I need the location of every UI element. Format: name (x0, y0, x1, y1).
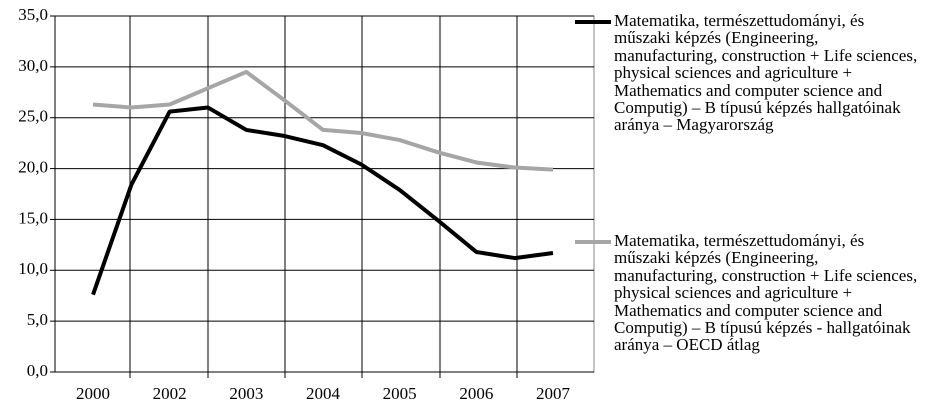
x-tick-label: 2004 (306, 384, 341, 403)
plot-frame (54, 15, 595, 373)
x-tick-label: 2006 (459, 384, 493, 403)
y-tick-label: 30,0 (18, 56, 48, 75)
y-tick-label: 25,0 (18, 107, 48, 126)
y-tick-label: 35,0 (18, 5, 48, 24)
legend-label: Matematika, természettudományi, és műsza… (614, 231, 918, 355)
y-tick-label: 15,0 (18, 208, 48, 227)
legend-label: Matematika, természettudományi, és műsza… (614, 11, 918, 135)
y-tick-label: 5,0 (27, 310, 48, 329)
y-tick-label: 0,0 (27, 361, 48, 380)
category-dividers (129, 16, 518, 378)
series-line (91, 105, 554, 296)
legend-swatch (575, 20, 611, 24)
x-tick-label: 2007 (536, 384, 571, 403)
legend-swatch (575, 240, 611, 244)
x-tick-label: 2002 (153, 384, 187, 403)
y-tick-label: 10,0 (18, 259, 48, 278)
y-tick-label: 20,0 (18, 157, 48, 176)
x-tick-label: 2000 (76, 384, 110, 403)
legend-entry: Matematika, természettudományi, és műsza… (575, 232, 925, 354)
x-tick-label: 2005 (383, 384, 417, 403)
series-line (92, 69, 554, 172)
x-tick-label: 2003 (229, 384, 263, 403)
legend-entry: Matematika, természettudományi, és műsza… (575, 12, 925, 134)
